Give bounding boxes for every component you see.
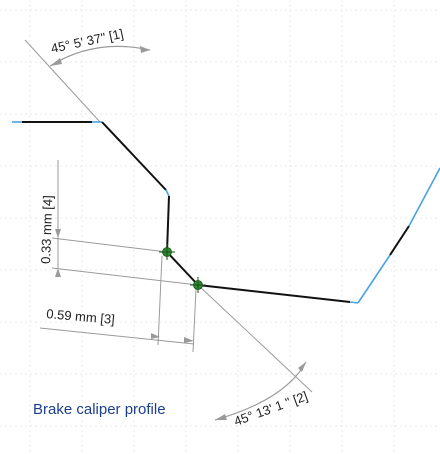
profile-segment-bottom-end[interactable] [349,301,359,304]
profile-segment-right-middle[interactable] [389,225,410,256]
angle-dimension-2-arrow-start [215,414,227,420]
length-dimension-4[interactable]: 0.33 mm [4] [38,160,199,286]
angle-dimension-2-extension [197,284,313,393]
length-dimension-3-arrow-left [151,333,160,339]
angle-dimension-1-label[interactable]: 45° 5' 37" [1] [50,26,125,56]
sketch-point-lower[interactable] [190,277,206,293]
angle-dimension-1-arrow-end [140,46,150,53]
angle-dimension-1[interactable]: 45° 5' 37" [1] [24,26,151,123]
profile-geometry[interactable] [12,121,440,304]
angle-dimension-2-arrow-end [298,362,306,372]
length-dimension-3-line [39,327,195,345]
length-dimension-3-extension-right [192,288,197,353]
sketch-point-upper[interactable] [159,244,175,260]
profile-segment-diagonal-upper[interactable] [101,121,167,191]
profile-segment-corner[interactable] [165,189,170,197]
length-dimension-4-extension-bottom [51,267,199,286]
profile-segment-chamfer[interactable] [166,251,199,286]
angle-dimension-2-label[interactable]: 45° 13' 1 " [2] [232,388,310,429]
length-dimension-4-arrow-bottom [55,268,61,277]
length-dimension-4-arrow-top [55,229,61,238]
length-dimension-4-extension-top [51,237,168,253]
profile-segment-right-upper[interactable] [408,167,440,227]
profile-segment-right-lower[interactable] [357,254,391,304]
length-dimension-4-label[interactable]: 0.33 mm [4] [38,195,55,264]
length-dimension-3-label[interactable]: 0.59 mm [3] [46,306,116,327]
angle-dimension-2[interactable]: 45° 13' 1 " [2] [197,284,313,429]
length-dimension-3[interactable]: 0.59 mm [3] [39,255,197,353]
profile-segment-bottom[interactable] [197,284,351,303]
angle-dimension-1-arrow-start [50,58,62,66]
profile-segment-vertical[interactable] [166,195,170,253]
length-dimension-3-extension-left [157,255,163,346]
profile-caption: Brake caliper profile [33,401,166,418]
angle-dimension-1-extension [24,39,101,123]
length-dimension-3-arrow-right [184,337,194,343]
